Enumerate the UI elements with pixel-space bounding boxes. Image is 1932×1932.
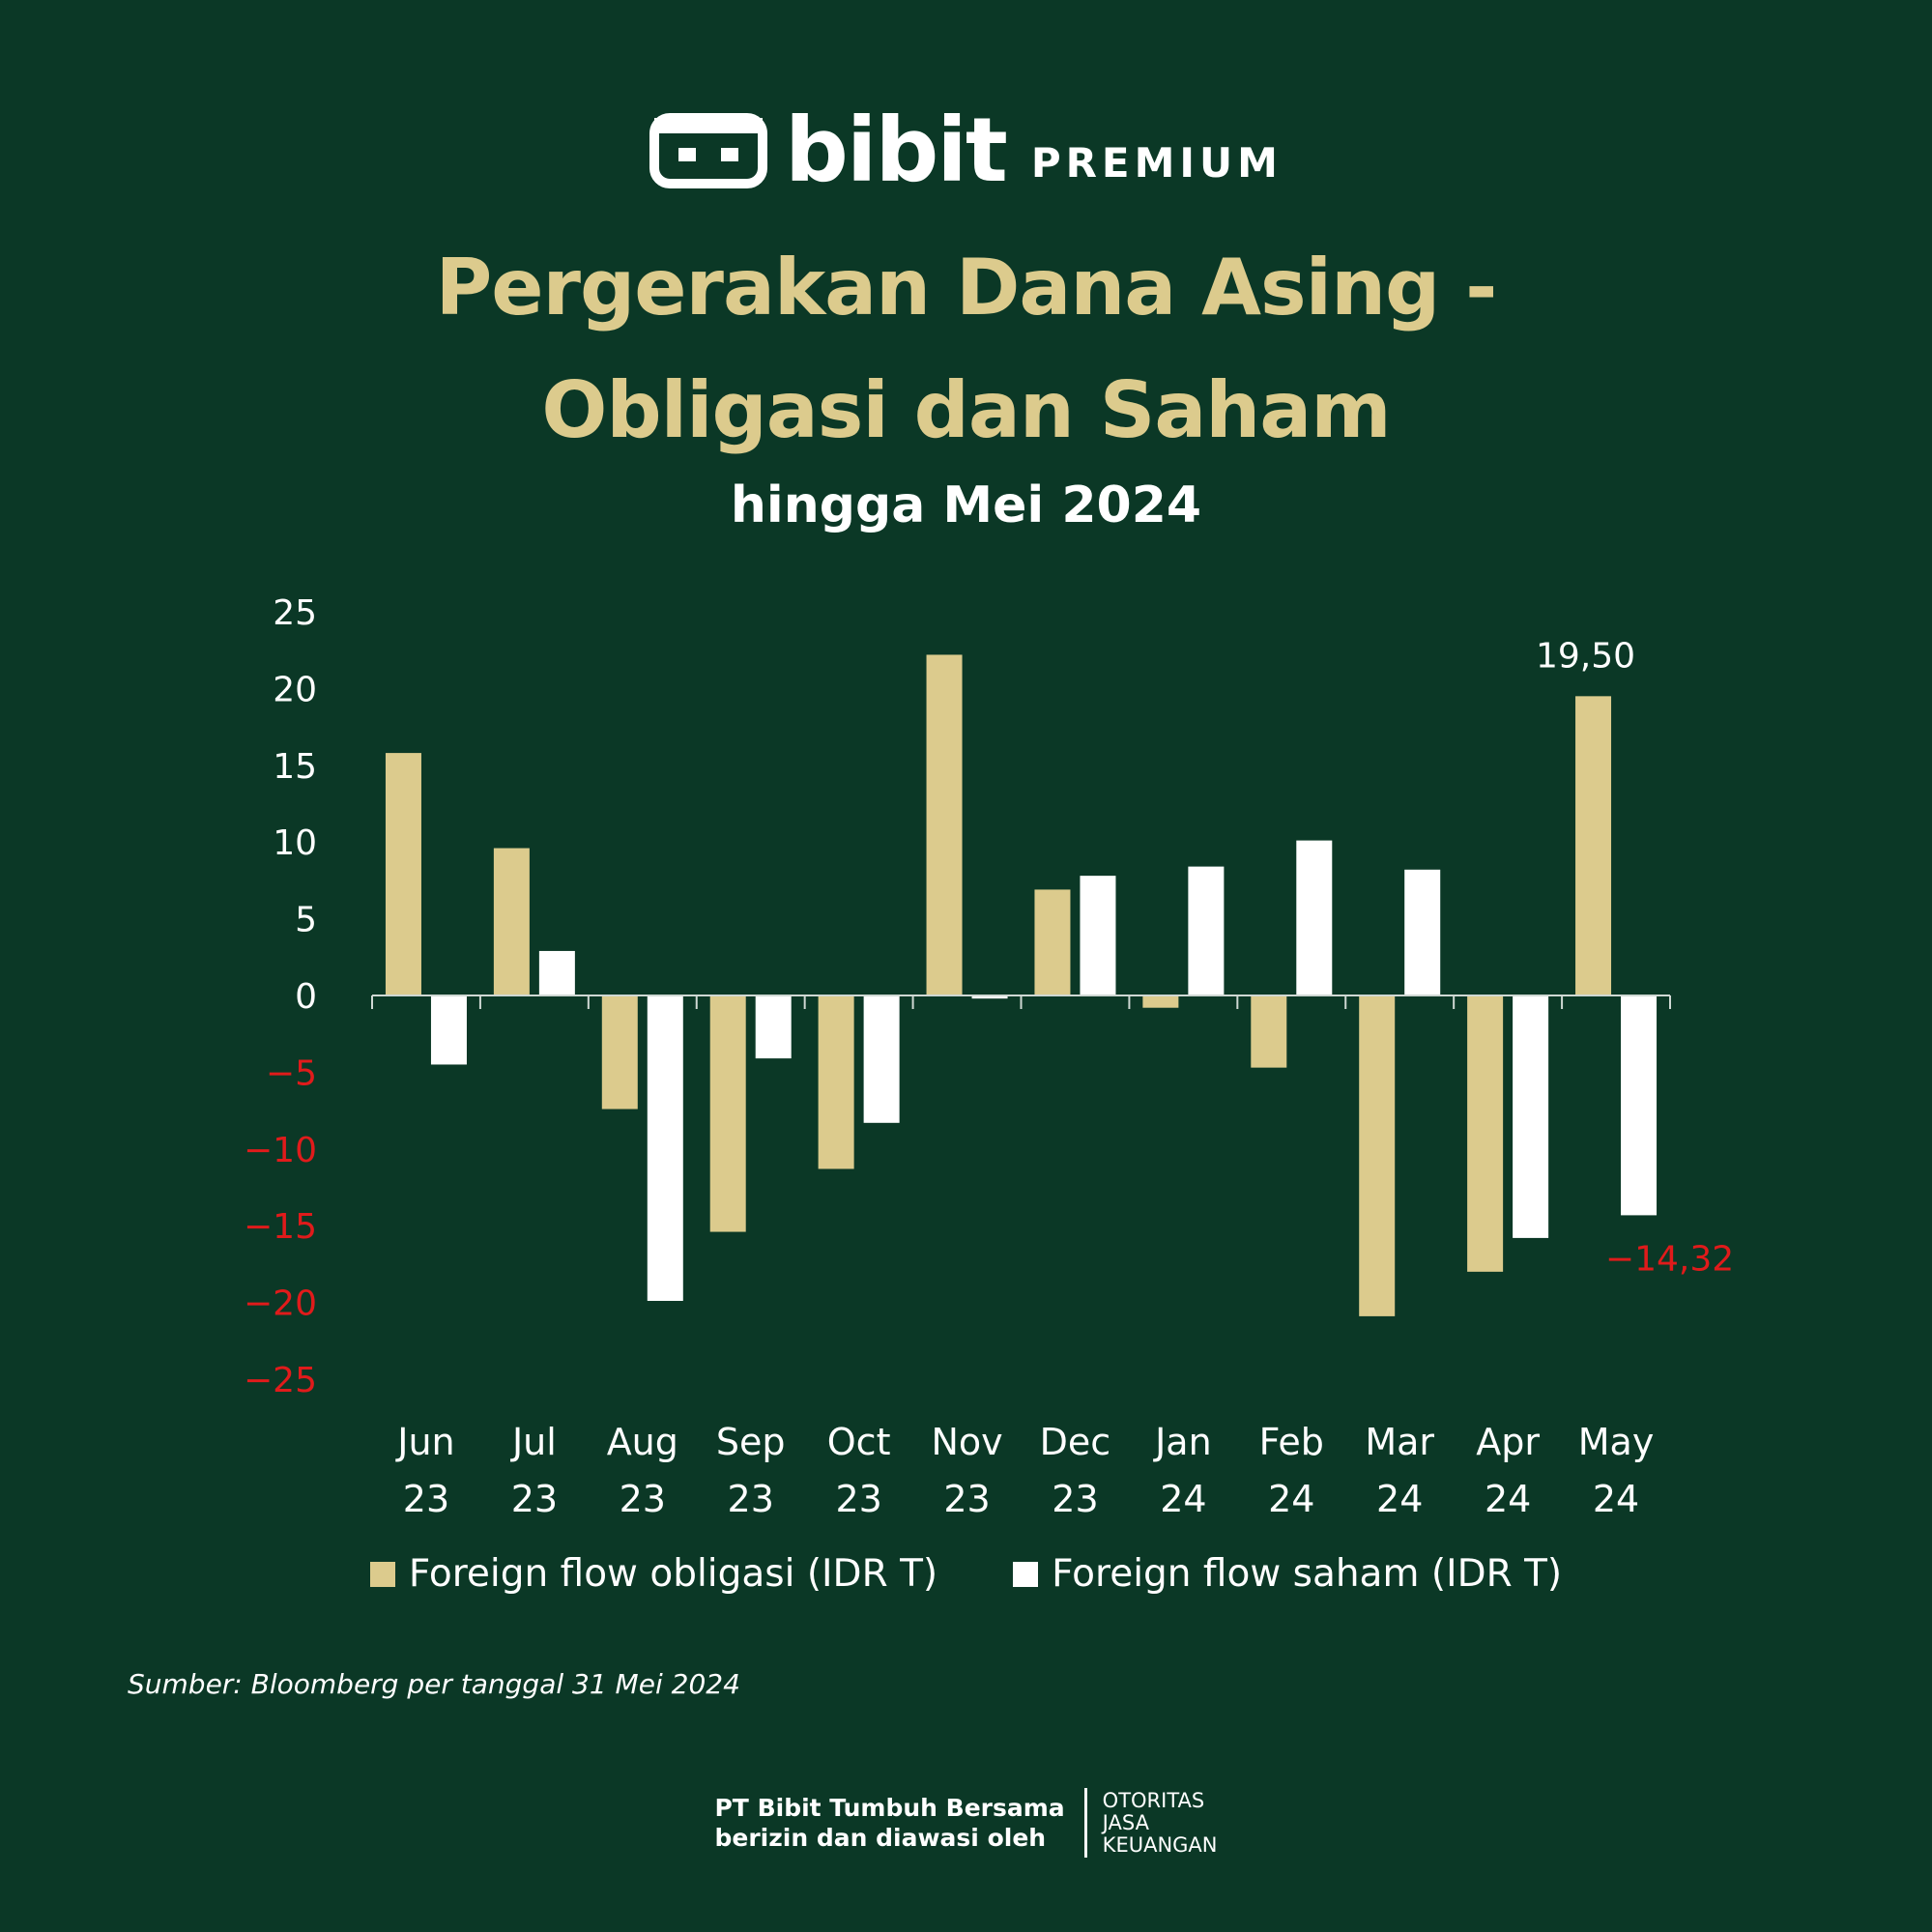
- bar-saham: [863, 995, 900, 1123]
- bar-saham: [538, 950, 575, 995]
- x-tick-label-month: Jul: [510, 1421, 557, 1463]
- footer-line2: berizin dan diawasi oleh: [714, 1824, 1047, 1852]
- y-tick-label: 25: [273, 593, 317, 633]
- x-tick-label-month: May: [1578, 1421, 1655, 1463]
- x-tick-label-month: Jun: [395, 1421, 454, 1463]
- footer: PT Bibit Tumbuh Bersama berizin dan diaw…: [0, 1788, 1932, 1858]
- data-label: 19,50: [1536, 636, 1635, 676]
- bar-obligasi: [493, 848, 530, 995]
- x-tick-label-month: Apr: [1476, 1421, 1540, 1463]
- x-tick-label-month: Oct: [827, 1421, 891, 1463]
- chart-legend: Foreign flow obligasi (IDR T) Foreign fl…: [0, 1552, 1932, 1596]
- y-tick-label: −5: [266, 1053, 317, 1093]
- y-tick-label: 5: [295, 901, 317, 940]
- x-tick-label-month: Nov: [931, 1421, 1002, 1463]
- bar-saham: [1513, 995, 1549, 1238]
- footer-line1: PT Bibit Tumbuh Bersama: [714, 1794, 1065, 1822]
- x-tick-label-month: Jan: [1153, 1421, 1212, 1463]
- bar-saham: [1080, 876, 1116, 995]
- footer-divider: [1083, 1788, 1087, 1858]
- legend-label-obligasi: Foreign flow obligasi (IDR T): [408, 1552, 938, 1596]
- x-tick-label-year: 23: [835, 1478, 881, 1520]
- legend-swatch-saham: [1013, 1561, 1039, 1587]
- chart-subtitle: hingga Mei 2024: [730, 476, 1202, 534]
- y-tick-label: 10: [273, 823, 317, 863]
- brand-header: bibit PREMIUM: [0, 106, 1932, 195]
- brand-name: bibit: [785, 99, 1008, 202]
- x-tick-label-year: 24: [1160, 1478, 1206, 1520]
- legend-label-saham: Foreign flow saham (IDR T): [1052, 1552, 1563, 1596]
- x-tick-label-month: Feb: [1259, 1421, 1324, 1463]
- x-tick-label-month: Mar: [1365, 1421, 1434, 1463]
- chart-title-line1: Pergerakan Dana Asing -: [435, 243, 1498, 332]
- y-tick-label: 15: [273, 747, 317, 787]
- bar-saham: [1621, 995, 1658, 1216]
- y-tick-label: 0: [295, 977, 317, 1017]
- x-tick-label-year: 24: [1376, 1478, 1423, 1520]
- x-tick-label-year: 23: [1052, 1478, 1098, 1520]
- bar-obligasi: [1359, 995, 1396, 1316]
- y-tick-label: −10: [244, 1131, 317, 1170]
- ojk-line3: KEUANGAN: [1102, 1832, 1218, 1857]
- bibit-logo-icon: [649, 113, 768, 188]
- x-tick-label-month: Dec: [1040, 1421, 1111, 1463]
- bar-obligasi: [709, 995, 746, 1232]
- legend-item-saham: Foreign flow saham (IDR T): [1013, 1552, 1562, 1596]
- source-note: Sumber: Bloomberg per tanggal 31 Mei 202…: [128, 1668, 740, 1700]
- y-tick-label: −20: [244, 1284, 317, 1324]
- bar-obligasi: [1034, 889, 1071, 995]
- x-tick-label-year: 23: [511, 1478, 558, 1520]
- x-tick-label-year: 23: [728, 1478, 774, 1520]
- y-tick-label: −25: [244, 1361, 317, 1400]
- data-label: −14,32: [1605, 1239, 1734, 1279]
- x-tick-label-year: 23: [403, 1478, 449, 1520]
- chart-title-line2: Obligasi dan Saham: [541, 365, 1391, 455]
- legend-item-obligasi: Foreign flow obligasi (IDR T): [369, 1552, 938, 1596]
- brand-tier: PREMIUM: [1030, 138, 1283, 187]
- bar-obligasi: [1251, 995, 1287, 1068]
- bar-saham: [647, 995, 683, 1302]
- bar-saham: [1296, 840, 1333, 995]
- bar-obligasi: [1142, 995, 1179, 1008]
- y-tick-label: −15: [244, 1207, 317, 1247]
- x-tick-label-year: 24: [1593, 1478, 1639, 1520]
- x-tick-label-month: Sep: [716, 1421, 786, 1463]
- bar-saham: [971, 995, 1008, 999]
- bar-saham: [1404, 869, 1441, 995]
- ojk-logo: OTORITAS JASA KEUANGAN: [1102, 1788, 1218, 1857]
- bar-obligasi: [1467, 995, 1504, 1272]
- x-tick-label-year: 23: [620, 1478, 666, 1520]
- bar-obligasi: [1575, 696, 1612, 995]
- bar-obligasi: [926, 654, 963, 995]
- bar-obligasi: [385, 753, 421, 995]
- bar-saham: [1188, 866, 1225, 995]
- ojk-line2: JASA: [1102, 1810, 1149, 1834]
- x-tick-label-year: 23: [943, 1478, 990, 1520]
- bar-saham: [430, 995, 467, 1065]
- x-tick-label-year: 24: [1268, 1478, 1314, 1520]
- ojk-line1: OTORITAS: [1102, 1788, 1205, 1812]
- bar-obligasi: [818, 995, 854, 1169]
- bar-saham: [755, 995, 792, 1059]
- footer-company: PT Bibit Tumbuh Bersama berizin dan diaw…: [714, 1793, 1064, 1853]
- x-tick-label-month: Aug: [607, 1421, 678, 1463]
- bar-obligasi: [601, 995, 638, 1110]
- x-tick-label-year: 24: [1485, 1478, 1531, 1520]
- y-tick-label: 20: [273, 670, 317, 709]
- legend-swatch-obligasi: [369, 1561, 395, 1587]
